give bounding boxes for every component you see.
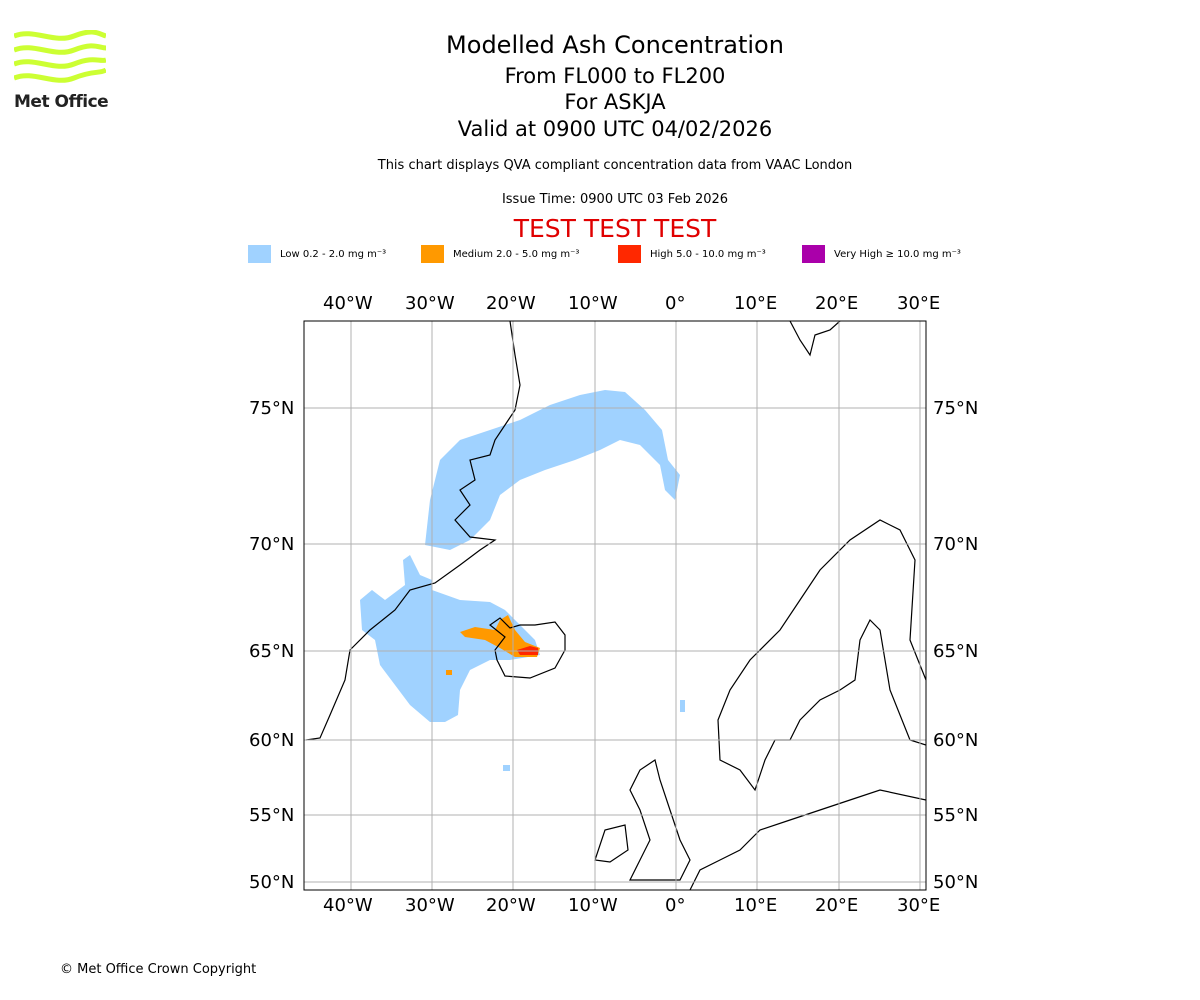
lat-label-right: 75°N xyxy=(933,398,979,419)
ash-medium-area xyxy=(446,615,540,675)
lon-label-top: 20°E xyxy=(815,293,859,314)
legend-swatch xyxy=(802,245,825,263)
legend-label: High 5.0 - 10.0 mg m⁻³ xyxy=(650,248,766,260)
met-office-logo-icon xyxy=(14,30,106,83)
map-frame xyxy=(303,320,927,891)
legend-label: Low 0.2 - 2.0 mg m⁻³ xyxy=(280,248,387,260)
lon-label-bottom: 10°E xyxy=(734,895,778,916)
lat-label-right: 50°N xyxy=(933,872,979,893)
lat-label-left: 55°N xyxy=(249,805,295,826)
lon-label-top: 30°E xyxy=(897,293,941,314)
legend-high: High 5.0 - 10.0 mg m⁻³ xyxy=(618,245,766,263)
graticule xyxy=(304,321,926,890)
legend-swatch xyxy=(421,245,444,263)
lon-label-top: 30°W xyxy=(405,293,455,314)
lat-label-right: 60°N xyxy=(933,730,979,751)
lat-label-right: 65°N xyxy=(933,641,979,662)
legend-medium: Medium 2.0 - 5.0 mg m⁻³ xyxy=(421,245,579,263)
lon-label-top: 10°W xyxy=(568,293,618,314)
lon-label-bottom: 0° xyxy=(665,895,686,916)
logo-text: Met Office xyxy=(14,92,109,112)
lat-label-right: 70°N xyxy=(933,534,979,555)
legend-low: Low 0.2 - 2.0 mg m⁻³ xyxy=(248,245,386,263)
lon-label-top: 0° xyxy=(665,293,686,314)
coastlines xyxy=(305,321,926,890)
lat-label-left: 60°N xyxy=(249,730,295,751)
lon-label-top: 20°W xyxy=(486,293,536,314)
lat-label-left: 50°N xyxy=(249,872,295,893)
issue-time: Issue Time: 0900 UTC 03 Feb 2026 xyxy=(501,192,729,207)
lon-label-top: 10°E xyxy=(734,293,778,314)
lon-label-bottom: 30°W xyxy=(405,895,455,916)
legend-label: Very High ≥ 10.0 mg m⁻³ xyxy=(834,248,961,260)
copyright: © Met Office Crown Copyright xyxy=(60,962,257,977)
lat-label-left: 75°N xyxy=(249,398,295,419)
lat-label-right: 55°N xyxy=(933,805,979,826)
lon-label-bottom: 20°W xyxy=(486,895,536,916)
legend-very-high: Very High ≥ 10.0 mg m⁻³ xyxy=(802,245,961,263)
flight-levels: From FL000 to FL200 xyxy=(504,64,726,88)
lon-label-bottom: 40°W xyxy=(323,895,373,916)
lat-label-left: 70°N xyxy=(249,534,295,555)
lon-label-bottom: 20°E xyxy=(815,895,859,916)
ash-low-area xyxy=(360,390,685,771)
valid-time: Valid at 0900 UTC 04/02/2026 xyxy=(457,117,773,141)
volcano-name: For ASKJA xyxy=(564,90,666,114)
legend-label: Medium 2.0 - 5.0 mg m⁻³ xyxy=(453,248,580,260)
test-banner: TEST TEST TEST xyxy=(513,214,717,243)
lon-label-top: 40°W xyxy=(323,293,373,314)
chart-description: This chart displays QVA compliant concen… xyxy=(377,158,853,173)
lon-label-bottom: 30°E xyxy=(897,895,941,916)
legend-swatch xyxy=(618,245,641,263)
lat-label-left: 65°N xyxy=(249,641,295,662)
legend-swatch xyxy=(248,245,271,263)
chart-title: Modelled Ash Concentration xyxy=(446,31,784,59)
lon-label-bottom: 10°W xyxy=(568,895,618,916)
